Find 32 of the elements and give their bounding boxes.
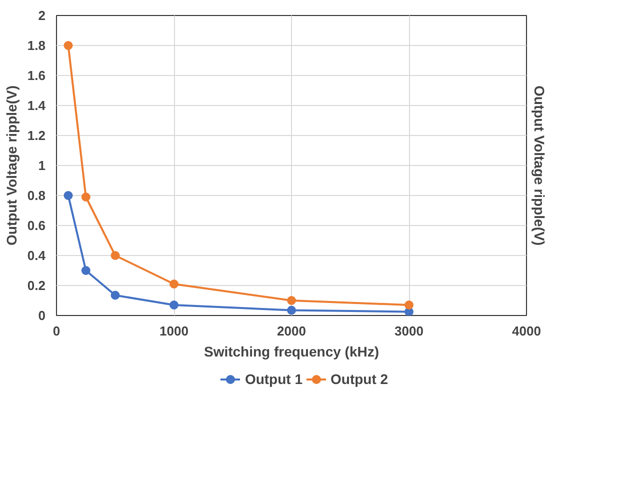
point [81,192,90,202]
y-tick-label: 1.4 [27,98,46,113]
y-axis-title: Output Voltage ripple(V) [3,86,20,246]
point [64,41,73,50]
point [81,266,90,275]
point [170,280,178,288]
point [287,306,296,315]
x-tick-label: 4000 [512,324,541,338]
y-tick-label: 1.6 [27,68,46,83]
x-tick-label: 1000 [160,324,188,338]
legend-label: Output 1 [244,371,302,387]
point [404,300,414,310]
y-tick-label: 0 [38,308,46,323]
y-tick-label: 0.8 [27,188,46,203]
x-tick-label: 2000 [277,324,306,338]
y-tick-label: 0.2 [27,278,46,293]
y-tick-label: 0.6 [27,218,46,233]
point [110,251,120,260]
x-axis-title: Switching frequency (kHz) [204,344,380,360]
y-tick-label: 2 [38,8,46,23]
y-tick-label: 1 [38,158,46,173]
point [287,296,296,305]
y-tick-label: 1.8 [27,38,46,53]
x-tick-label: 3000 [394,324,424,338]
y-tick-label: 1.2 [27,128,46,143]
legend-label: Output 2 [330,371,388,387]
point [64,191,73,200]
y2-axis-title: Output Voltage ripple(V) [532,86,548,246]
y-tick-label: 0.4 [27,248,46,263]
point [110,290,120,300]
x-tick-label: 0 [52,324,60,338]
point [170,300,178,310]
